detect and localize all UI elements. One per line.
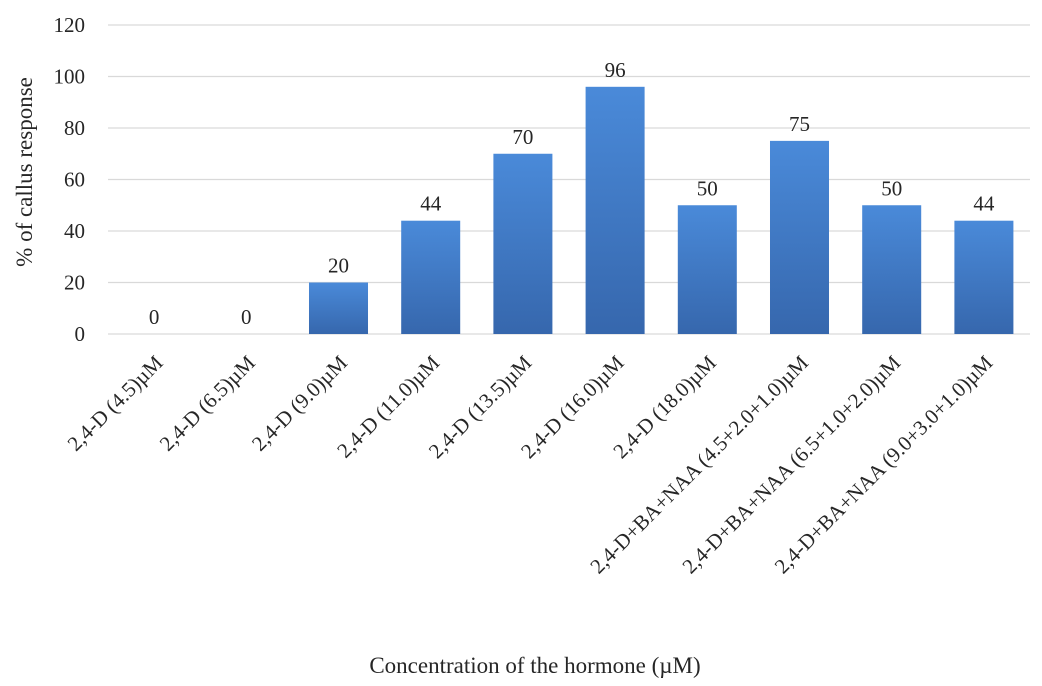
y-axis-ticks: 0 20 40 60 80 100 120 — [54, 13, 86, 346]
y-tick-label-100: 100 — [54, 65, 86, 89]
data-label-7: 50 — [697, 176, 718, 200]
y-tick-label-0: 0 — [75, 322, 86, 346]
data-label-5: 70 — [512, 125, 533, 149]
data-label-9: 50 — [881, 176, 902, 200]
bar-7 — [677, 205, 737, 334]
y-axis-title: % of callus response — [12, 77, 37, 267]
data-label-1: 0 — [149, 305, 160, 329]
y-tick-label-80: 80 — [64, 116, 85, 140]
bar-8 — [769, 140, 830, 334]
y-tick-label-60: 60 — [64, 168, 85, 192]
data-label-6: 96 — [605, 58, 626, 82]
bar-4 — [401, 220, 461, 334]
x-axis-title: Concentration of the hormone (µM) — [369, 653, 700, 678]
x-tick-label-3: 2,4-D (9.0)µM — [247, 350, 352, 455]
data-label-8: 75 — [789, 112, 810, 136]
data-label-3: 20 — [328, 254, 349, 278]
y-tick-label-120: 120 — [54, 13, 86, 37]
y-tick-label-20: 20 — [64, 271, 85, 295]
bar-6 — [585, 86, 645, 334]
x-tick-label-1: 2,4-D (4.5)µM — [63, 350, 168, 455]
x-tick-label-2: 2,4-D (6.5)µM — [155, 350, 260, 455]
bar-5 — [493, 153, 553, 334]
data-labels: 0 0 20 44 70 96 50 75 50 44 — [149, 58, 995, 329]
bar-10 — [954, 220, 1014, 334]
data-label-2: 0 — [241, 305, 252, 329]
x-axis-ticks: 2,4-D (4.5)µM2,4-D (6.5)µM2,4-D (9.0)µM2… — [63, 350, 998, 578]
gridlines — [108, 24, 1030, 335]
data-label-4: 44 — [420, 192, 442, 216]
y-tick-label-40: 40 — [64, 219, 85, 243]
data-label-10: 44 — [973, 192, 995, 216]
bar-3 — [308, 282, 369, 334]
bar-9 — [862, 205, 922, 334]
bars — [308, 86, 1014, 334]
